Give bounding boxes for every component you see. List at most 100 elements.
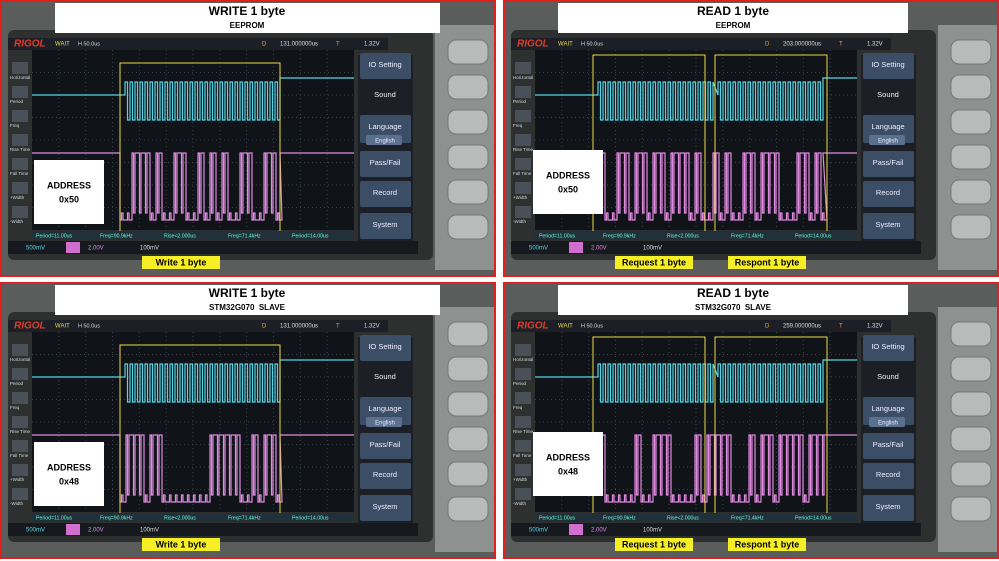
menu-item: IO Setting — [871, 342, 904, 351]
menu-value — [869, 417, 905, 427]
delay: 259.000000us — [783, 324, 821, 330]
trace-data — [535, 434, 857, 503]
menu-item: Language — [871, 122, 904, 131]
status: WAIT — [558, 324, 573, 330]
menu-item: IO Setting — [368, 60, 401, 69]
menu-item: Record — [876, 188, 900, 197]
measure: Rise<2.000us — [164, 515, 196, 521]
label-bg — [615, 538, 693, 551]
side-label: Period — [513, 99, 527, 104]
hw-button — [950, 214, 992, 240]
ch1: 500mV — [26, 528, 45, 534]
menu-value — [366, 417, 402, 427]
hw-button — [447, 39, 489, 65]
hw-button — [950, 426, 992, 452]
side-label: +Width — [513, 477, 528, 482]
hw-button — [447, 214, 489, 240]
delay: 131.000000us — [280, 324, 318, 330]
channel-bar — [511, 241, 921, 254]
menu-item: Language — [368, 122, 401, 131]
header-bar — [511, 320, 891, 332]
side-label: Freq — [513, 405, 523, 410]
panel: RIGOL WAIT H 50.0us D 203.000000us T 1.32V Hori… — [503, 0, 999, 277]
menu-button — [360, 335, 411, 361]
measure: Freq=90.9kHz — [100, 515, 133, 521]
channel-bar — [8, 241, 418, 254]
ch2: 2.00V — [591, 246, 607, 252]
ch1: 500mV — [26, 246, 45, 252]
hw-button — [950, 74, 992, 100]
side-label: Freq — [10, 123, 20, 128]
menu-item: Record — [373, 188, 397, 197]
math: 100mV — [643, 528, 662, 534]
side-label: Fall Time — [513, 171, 532, 176]
side-label: Rise Time — [513, 429, 534, 434]
measure: Period=11.00us — [539, 515, 576, 521]
menu-button — [863, 433, 914, 459]
trace-clock — [535, 77, 857, 121]
side-icon — [515, 158, 531, 170]
timebase: H 50.0us — [581, 323, 603, 329]
side-label: Period — [10, 99, 24, 104]
label-bg — [142, 538, 220, 551]
delay-label: D — [765, 42, 770, 48]
trigger-label: T — [336, 42, 340, 48]
hw-button — [950, 39, 992, 65]
measure-bar — [535, 231, 857, 240]
panel-border — [503, 282, 999, 559]
menu-button — [360, 53, 411, 79]
menu-item: Record — [373, 470, 397, 479]
panel-border — [0, 282, 496, 559]
menu-item: Pass/Fail — [873, 158, 904, 167]
annotation: Write 1 byte — [156, 257, 207, 267]
annotation: Request 1 byte — [622, 539, 686, 549]
measure: Freq=90.9kHz — [603, 233, 636, 239]
trigger-level: 1.32V — [867, 324, 883, 330]
timebase: H 50.0us — [78, 323, 100, 329]
address: 0x48 — [59, 476, 79, 486]
side-icon — [515, 368, 531, 380]
brand: RIGOL — [517, 321, 549, 332]
menu-button — [360, 213, 411, 239]
measure-bar — [32, 231, 354, 240]
menu-item: English — [878, 421, 898, 427]
trace-clock — [32, 359, 354, 403]
menu-item: System — [875, 220, 900, 229]
delay-label: D — [262, 324, 267, 330]
side-icon — [12, 182, 28, 194]
side-label: +Width — [10, 195, 25, 200]
header-bar — [511, 38, 891, 50]
annotation: Respont 1 byte — [735, 539, 800, 549]
side-icon — [12, 464, 28, 476]
menu-item: System — [372, 502, 397, 511]
side-label: Rise Time — [10, 429, 31, 434]
menu-button — [863, 181, 914, 207]
header-bar — [8, 320, 388, 332]
trace-data — [535, 152, 857, 221]
ch2-box — [569, 524, 583, 535]
side-icon — [515, 110, 531, 122]
address: ADDRESS — [47, 462, 91, 472]
subtitle: EEPROM — [716, 21, 751, 30]
brand: RIGOL — [14, 321, 46, 332]
title-box — [558, 3, 908, 33]
panel: RIGOL WAIT H 50.0us D 131.000000us T 1.32V Hori… — [0, 282, 496, 559]
subtitle: STM32G070 SLAVE — [695, 303, 772, 312]
label-bg — [728, 538, 806, 551]
trace-data — [32, 152, 354, 221]
measure: Rise<2.000us — [164, 233, 196, 239]
measure: Rise<2.000us — [667, 515, 699, 521]
side-icon — [12, 488, 28, 500]
menu-item: Record — [876, 470, 900, 479]
menu-item: IO Setting — [871, 60, 904, 69]
measure: Period=11.00us — [539, 233, 576, 239]
side-label: Freq — [513, 123, 523, 128]
label-bg — [142, 256, 220, 269]
timebase: H 50.0us — [581, 41, 603, 47]
hw-button — [950, 179, 992, 205]
measure: Freq=90.9kHz — [100, 233, 133, 239]
ch1: 500mV — [529, 246, 548, 252]
side-icon — [515, 182, 531, 194]
side-icon — [515, 464, 531, 476]
label-bg — [615, 256, 693, 269]
